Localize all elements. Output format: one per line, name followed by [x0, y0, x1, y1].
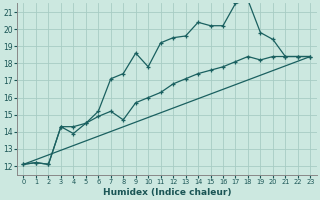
X-axis label: Humidex (Indice chaleur): Humidex (Indice chaleur) [103, 188, 231, 197]
